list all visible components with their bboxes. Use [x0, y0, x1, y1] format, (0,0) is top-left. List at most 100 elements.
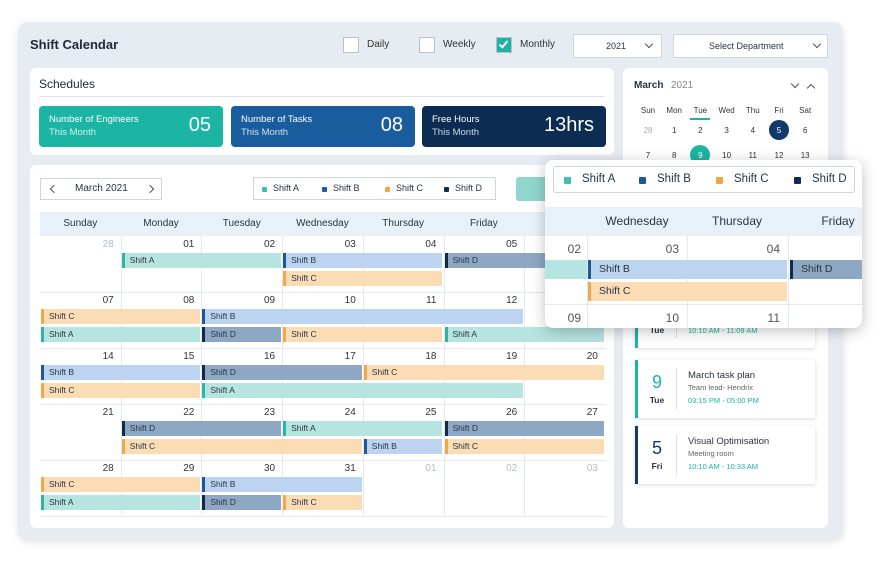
shift-bar[interactable]: Shift C — [363, 365, 604, 380]
shift-bar[interactable]: Shift D — [202, 495, 282, 510]
date-number: 30 — [263, 463, 276, 474]
grid-line — [788, 236, 789, 328]
mini-date[interactable]: 28 — [643, 126, 653, 135]
event-card[interactable]: 5 Fri Visual Optimisation Meeting room 10:10… — [635, 426, 815, 484]
view-checkbox[interactable] — [343, 37, 359, 53]
schedules-card: Schedules Number of Engineers This Month 05… — [30, 68, 614, 155]
mini-date[interactable]: 10 — [722, 151, 732, 160]
shift-bar[interactable]: Shift C — [588, 282, 787, 301]
mini-date[interactable]: 3 — [724, 126, 729, 135]
view-label[interactable]: Daily — [367, 39, 390, 50]
shift-bar[interactable]: Shift C — [444, 439, 604, 454]
stat-label: Number of Tasks — [241, 114, 313, 125]
stat-card: Number of Engineers This Month 05 — [39, 106, 223, 147]
date-number: 17 — [344, 351, 356, 362]
shift-bar[interactable]: Shift B — [41, 365, 201, 380]
mini-date[interactable]: 11 — [748, 151, 757, 160]
legend-dot — [716, 177, 723, 184]
view-checkbox[interactable] — [419, 37, 435, 53]
mini-weekday: Fri — [774, 106, 784, 115]
department-select[interactable]: Select Department — [673, 34, 828, 58]
date-number: 28 — [102, 463, 114, 474]
view-label[interactable]: Weekly — [443, 39, 476, 50]
mini-date[interactable]: 7 — [645, 151, 651, 160]
mini-date[interactable]: 12 — [774, 151, 784, 160]
date-number: 14 — [102, 351, 114, 362]
shift-bar[interactable]: Shift C — [121, 439, 362, 454]
weekday-label: Wednesday — [296, 218, 349, 229]
weekday-label: Sunday — [63, 218, 98, 229]
shift-bar[interactable]: Shift A — [121, 253, 282, 268]
year-select[interactable]: 2021 — [573, 34, 662, 58]
view-label[interactable]: Monthly — [520, 39, 556, 50]
grid-line — [545, 304, 862, 305]
mini-date[interactable]: 2 — [698, 126, 703, 135]
grid-line — [40, 460, 606, 461]
view-checkbox[interactable] — [496, 37, 512, 53]
date-number: 03 — [665, 242, 679, 256]
date-number: 01 — [425, 463, 437, 474]
shift-bar[interactable]: Shift C — [41, 383, 201, 398]
legend-dot — [564, 177, 571, 184]
shift-bar[interactable]: Shift A — [202, 383, 524, 398]
shift-bar[interactable]: Shift D — [444, 421, 604, 436]
stat-card: Number of Tasks This Month 08 — [231, 106, 415, 147]
shift-bar[interactable]: Shift C — [41, 477, 201, 492]
shift-bar[interactable]: Shift D — [202, 365, 362, 380]
shift-bar[interactable]: Shift A — [41, 495, 201, 510]
shift-bar[interactable]: Shift A — [283, 421, 443, 436]
date-number: 12 — [506, 295, 518, 306]
date-number: 16 — [263, 351, 276, 362]
date-number: 27 — [586, 407, 598, 418]
grid-line — [40, 404, 606, 405]
date-number: 19 — [506, 351, 518, 362]
date-number: 18 — [425, 351, 437, 362]
mini-weekday: Thu — [745, 106, 760, 115]
stat-value: 13hrs — [543, 114, 594, 136]
shift-bar[interactable]: Shift C — [283, 327, 443, 342]
shift-bar[interactable]: Shift D — [790, 260, 862, 279]
legend-dot — [639, 177, 646, 184]
mini-date[interactable]: 8 — [671, 151, 677, 160]
legend-label: Shift C — [734, 173, 769, 185]
mini-weekday: Wed — [718, 106, 735, 115]
mini-date[interactable]: 13 — [800, 151, 810, 160]
shift-bar[interactable]: Shift C — [283, 495, 362, 510]
event-weekday: Fri — [651, 461, 663, 471]
weekday-underline — [690, 118, 711, 120]
date-number: 04 — [425, 239, 437, 250]
mini-weekday: Mon — [666, 106, 682, 115]
shift-bar[interactable]: Shift B — [588, 260, 787, 279]
shift-bar[interactable]: Shift D — [121, 421, 282, 436]
event-card[interactable]: 9 Tue March task plan Team lead- Hendrix 03:… — [635, 360, 815, 418]
shift-bar[interactable]: Shift B — [283, 253, 443, 268]
date-number: 03 — [344, 239, 356, 250]
mini-date[interactable]: 1 — [671, 126, 677, 135]
shift-bar[interactable]: Shift A — [41, 327, 201, 342]
mini-date[interactable]: 5 — [776, 126, 782, 135]
mini-date[interactable]: 6 — [802, 126, 808, 135]
stat-period: This Month — [49, 127, 96, 138]
stat-value: 05 — [188, 114, 211, 136]
shift-bar[interactable]: Shift B — [202, 477, 362, 492]
shift-bar[interactable]: Shift C — [41, 309, 201, 324]
shift-bar[interactable]: Shift B — [202, 309, 524, 324]
grid-line — [362, 236, 364, 516]
shift-bar[interactable]: Shift B — [363, 439, 443, 454]
date-number: 28 — [102, 239, 114, 250]
mini-date[interactable]: 4 — [750, 126, 756, 135]
weekday-label: Friday — [821, 214, 855, 228]
mini-weekday: Sun — [640, 106, 656, 115]
event-weekday: Tue — [649, 325, 665, 335]
department-text: Select Department — [709, 41, 784, 51]
shift-bar[interactable]: Shift A — [444, 327, 604, 342]
mini-date[interactable]: 9 — [698, 151, 703, 160]
month-nav[interactable]: March 2021 — [40, 178, 162, 200]
mini-year: 2021 — [671, 80, 694, 91]
stat-value: 08 — [380, 114, 403, 136]
shift-bar[interactable]: Shift D — [202, 327, 282, 342]
check-mark — [498, 38, 509, 49]
shift-bar[interactable]: Shift C — [283, 271, 443, 286]
weekday-header — [40, 212, 606, 236]
